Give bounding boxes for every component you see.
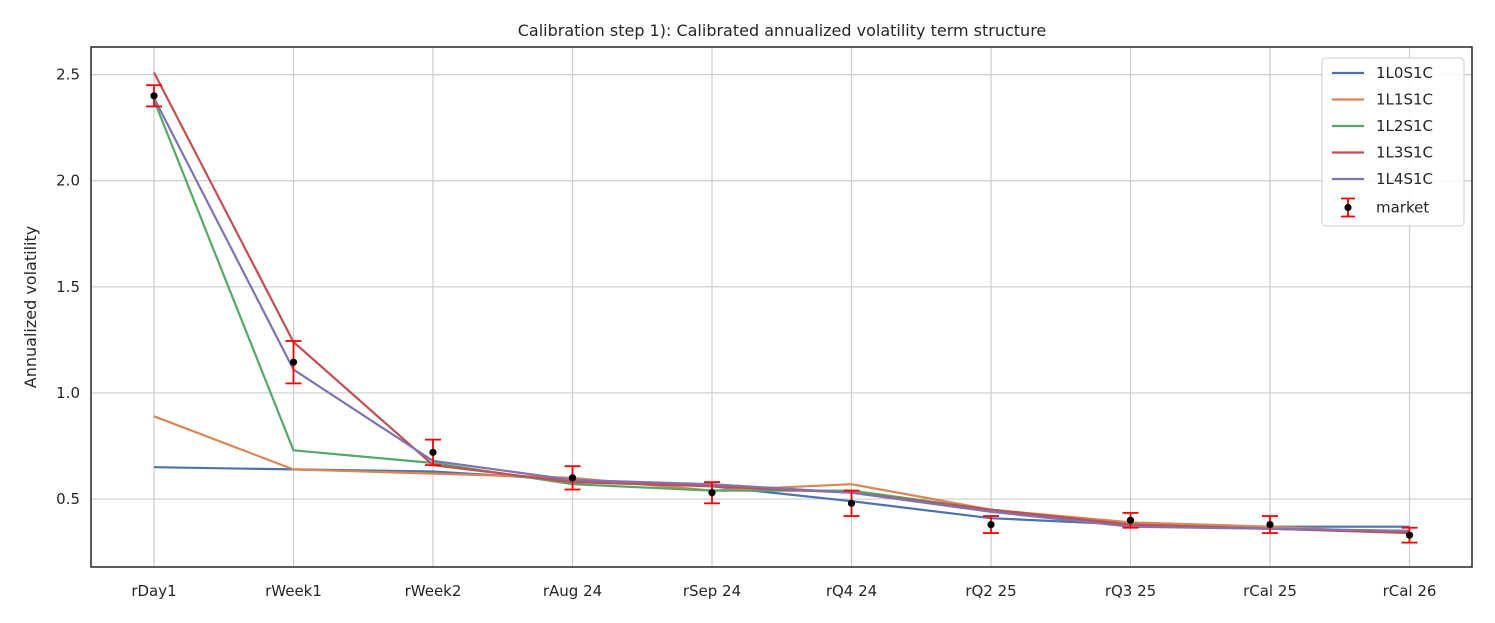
legend-label-1l2s1c: 1L2S1C bbox=[1376, 117, 1433, 135]
x-tick-label: rDay1 bbox=[131, 582, 176, 600]
x-tick-label: rCal 26 bbox=[1383, 582, 1437, 600]
y-tick-label: 2.5 bbox=[56, 66, 80, 84]
x-tick-label: rQ4 24 bbox=[826, 582, 877, 600]
y-axis-label: Annualized volatility bbox=[21, 226, 40, 388]
y-tick-label: 2.0 bbox=[56, 172, 80, 190]
chart-title: Calibration step 1): Calibrated annualiz… bbox=[518, 21, 1047, 40]
x-tick-label: rSep 24 bbox=[683, 582, 741, 600]
series-layer bbox=[152, 71, 1410, 535]
market-point bbox=[289, 358, 298, 366]
x-tick-label: rWeek2 bbox=[405, 582, 462, 600]
market-point bbox=[568, 474, 577, 482]
series-line-1l1s1c bbox=[153, 415, 1410, 535]
series-line-1l2s1c bbox=[152, 99, 1410, 532]
legend-label-market: market bbox=[1376, 199, 1429, 217]
x-tick-label: rAug 24 bbox=[543, 582, 602, 600]
market-point bbox=[1405, 531, 1414, 539]
market-point bbox=[1266, 520, 1274, 529]
grid-layer bbox=[91, 47, 1472, 567]
market-point bbox=[708, 489, 716, 497]
legend: 1L0S1C 1L1S1C 1L2S1C 1L3S1C 1L4S1C market bbox=[1321, 57, 1465, 227]
x-tick-label: rCal 25 bbox=[1243, 582, 1297, 600]
legend-market-marker bbox=[1344, 203, 1352, 212]
x-tick-label: rQ3 25 bbox=[1105, 582, 1156, 600]
legend-label-1l0s1c: 1L0S1C bbox=[1376, 64, 1433, 82]
legend-label-1l3s1c: 1L3S1C bbox=[1376, 144, 1433, 162]
x-tick-label: rWeek1 bbox=[265, 582, 322, 600]
tick-layer: rDay1 rWeek1 rWeek2 rAug 24 rSep 24 rQ4 24 rQ2… bbox=[56, 66, 1436, 600]
market-point bbox=[847, 499, 856, 507]
series-line-1l0s1c bbox=[153, 466, 1410, 528]
plot-frame bbox=[90, 46, 1473, 568]
legend-label-1l4s1c: 1L4S1C bbox=[1376, 170, 1433, 188]
y-tick-label: 0.5 bbox=[56, 490, 80, 508]
y-tick-label: 1.5 bbox=[56, 278, 80, 296]
legend-label-1l1s1c: 1L1S1C bbox=[1376, 91, 1433, 109]
x-tick-label: rQ2 25 bbox=[965, 582, 1016, 600]
market-point bbox=[429, 448, 437, 456]
y-tick-label: 1.0 bbox=[56, 384, 80, 402]
series-line-1l4s1c bbox=[153, 97, 1410, 532]
market-point bbox=[987, 520, 995, 529]
series-line-1l3s1c bbox=[153, 71, 1410, 535]
market-point bbox=[150, 92, 158, 100]
market-layer bbox=[146, 84, 1418, 544]
market-point bbox=[1126, 516, 1135, 524]
